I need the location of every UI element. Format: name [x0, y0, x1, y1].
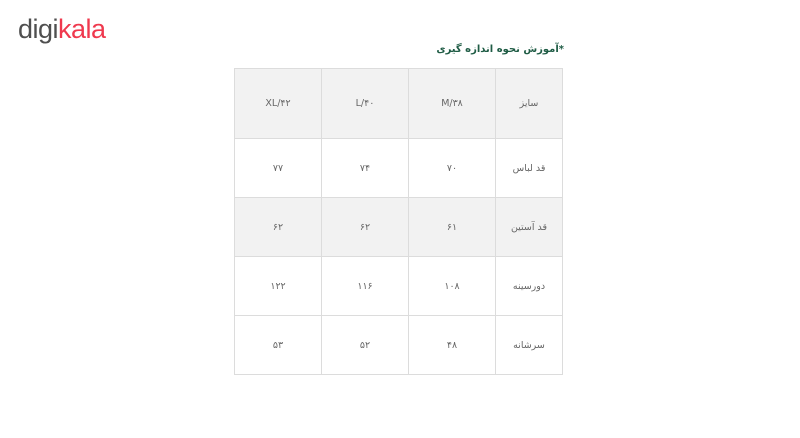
- digikala-logo[interactable]: digikala: [18, 14, 106, 44]
- table-header-row: سایز M/۳۸ L/۴۰ XL/۴۲: [234, 68, 563, 139]
- table-row: سرشانه ۴۸ ۵۲ ۵۳: [234, 315, 563, 375]
- measurement-guide-title: *آموزش نحوه اندازه گیری: [436, 44, 564, 55]
- table-cell: ۴۸: [408, 315, 496, 375]
- table-cell: ۷۴: [321, 138, 409, 198]
- table-cell: ۶۲: [321, 197, 409, 257]
- logo-part-2: kala: [58, 14, 106, 44]
- header-cell: سایز: [495, 68, 563, 139]
- table-cell: ۱۰۸: [408, 256, 496, 316]
- logo-part-1: digi: [18, 14, 59, 44]
- table-cell: ۱۱۶: [321, 256, 409, 316]
- header-cell: M/۳۸: [408, 68, 496, 139]
- table-cell: ۷۷: [234, 138, 322, 198]
- table-cell: ۶۱: [408, 197, 496, 257]
- row-label: قد آستین: [495, 197, 563, 257]
- table-cell: ۷۰: [408, 138, 496, 198]
- table-cell: ۵۲: [321, 315, 409, 375]
- row-label: دورسینه: [495, 256, 563, 316]
- table-row: قد آستین ۶۱ ۶۲ ۶۲: [234, 197, 563, 257]
- row-label: قد لباس: [495, 138, 563, 198]
- table-row: قد لباس ۷۰ ۷۴ ۷۷: [234, 138, 563, 198]
- size-table: سایز M/۳۸ L/۴۰ XL/۴۲ قد لباس ۷۰ ۷۴ ۷۷ قد…: [234, 68, 563, 375]
- row-label: سرشانه: [495, 315, 563, 375]
- table-cell: ۶۲: [234, 197, 322, 257]
- table-cell: ۵۳: [234, 315, 322, 375]
- header-cell: L/۴۰: [321, 68, 409, 139]
- header-cell: XL/۴۲: [234, 68, 322, 139]
- table-cell: ۱۲۲: [234, 256, 322, 316]
- table-row: دورسینه ۱۰۸ ۱۱۶ ۱۲۲: [234, 256, 563, 316]
